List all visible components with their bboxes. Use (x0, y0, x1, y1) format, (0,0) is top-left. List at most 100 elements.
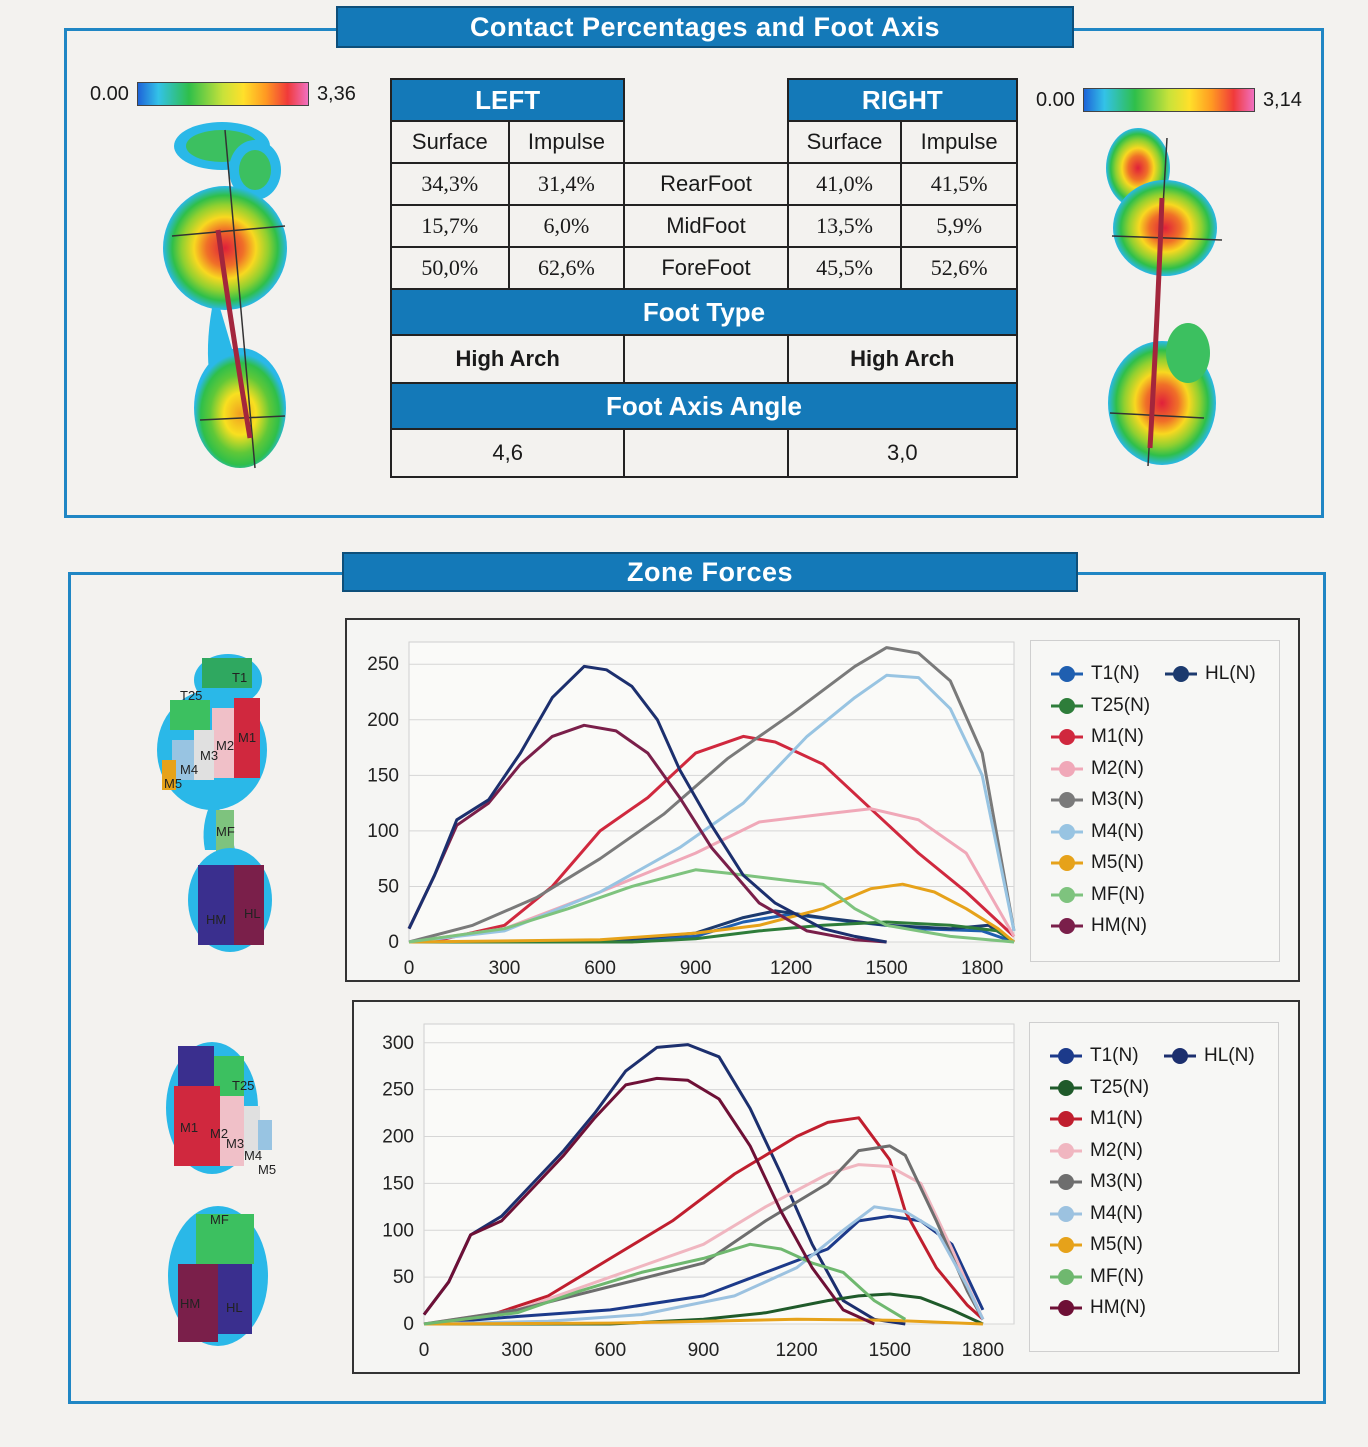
zone-label: M5 (164, 776, 182, 791)
legend-marker-icon (1050, 1205, 1082, 1222)
legend-marker-icon (1051, 855, 1083, 871)
blank (624, 121, 788, 164)
zone-label: T1 (232, 670, 247, 685)
left-scale-min: 0.00 (90, 82, 129, 105)
axis-angle-header: Foot Axis Angle (390, 382, 1018, 430)
axis-angle-left: 4,6 (389, 428, 626, 478)
zone-label: HL (244, 906, 261, 921)
right-pressure-scale: 0.00 3,14 (1036, 88, 1302, 112)
zone-label: HM (180, 1296, 200, 1311)
legend-item: T1(N) (1049, 663, 1140, 685)
legend-item: MF(N) (1048, 1266, 1144, 1288)
legend-label: T25(N) (1090, 1076, 1150, 1098)
series-hmn-line (422, 1076, 875, 1326)
zone-forces-chart-1: 0 50 100 150 200 250 0 300 600 900 1200 1500 1800 T1… (345, 618, 1300, 982)
midfoot-left-impulse: 6,0% (507, 204, 626, 248)
chart-1-plot: 0 50 100 150 200 250 0 300 600 900 1200 1500 1800 (367, 641, 1016, 979)
legend-marker-icon (1051, 729, 1083, 745)
series-m3n-line (408, 646, 1016, 944)
x-tick-label: 900 (680, 958, 712, 979)
legend-label: T25(N) (1091, 694, 1151, 716)
left-header: LEFT (389, 78, 626, 122)
series-m1n-line (408, 734, 1016, 944)
blank (624, 79, 787, 121)
zone-label: M4 (180, 762, 198, 777)
legend-label: HL(N) (1205, 663, 1256, 684)
x-tick-label: 1800 (962, 1340, 1004, 1361)
left-impulse-header: Impulse (507, 120, 626, 164)
series-unlabeled-line (407, 664, 887, 944)
legend-label: M1(N) (1090, 1108, 1143, 1129)
legend-marker-icon (1050, 1048, 1082, 1064)
y-tick-label: 150 (367, 765, 399, 786)
legend-marker-icon (1050, 1174, 1082, 1190)
forefoot-left-impulse: 62,6% (507, 246, 626, 290)
legend-item: T1(N) (1048, 1045, 1139, 1067)
legend-item: M2(N) (1049, 758, 1144, 780)
x-tick-label: 1200 (775, 1340, 817, 1361)
y-tick-label: 300 (382, 1033, 414, 1054)
legend-item: M3(N) (1048, 1171, 1143, 1193)
legend-item: MF(N) (1049, 884, 1145, 906)
left-pressure-scale: 0.00 3,36 (90, 82, 356, 106)
legend-marker-icon (1051, 886, 1083, 903)
chart-2-plot: 0 50 100 150 200 250 300 0 300 600 900 1200 1500 1800 (382, 1023, 1015, 1361)
y-tick-label: 0 (388, 932, 399, 953)
series-m3n-line (423, 1144, 985, 1326)
legend-item: HL(N) (1163, 663, 1256, 685)
legend-item: M5(N) (1048, 1234, 1143, 1256)
legend-label: HM(N) (1090, 1297, 1146, 1318)
zone-label: M5 (258, 1162, 276, 1177)
legend-marker-icon (1050, 1111, 1082, 1127)
right-scale-gradient (1082, 88, 1255, 112)
x-tick-label: 300 (501, 1340, 533, 1361)
zone-label: M3 (226, 1136, 244, 1151)
legend-label: M2(N) (1091, 757, 1144, 779)
y-tick-label: 150 (382, 1173, 414, 1194)
right-surface-header: Surface (786, 120, 903, 164)
y-tick-label: 50 (393, 1267, 414, 1288)
legend-item: M4(N) (1049, 821, 1144, 843)
legend-label: HL(N) (1204, 1045, 1255, 1066)
zone-label: M1 (238, 730, 256, 745)
legend-item: M2(N) (1048, 1140, 1143, 1162)
zone-label: M2 (216, 738, 234, 753)
legend-marker-icon (1051, 823, 1083, 840)
y-tick-label: 50 (378, 876, 399, 897)
legend-item: HM(N) (1049, 915, 1147, 937)
zone-forces-chart-2: 0 50 100 150 200 250 300 0 300 600 900 1200 1500 1800… (352, 1000, 1300, 1374)
zone-forces-title: Zone Forces (342, 552, 1078, 592)
y-tick-label: 250 (382, 1080, 414, 1101)
series-m5n-line (423, 1317, 983, 1326)
legend-label: T1(N) (1091, 663, 1140, 684)
forefoot-label: ForeFoot (623, 246, 789, 290)
x-tick-label: 600 (584, 958, 616, 979)
legend-label: T1(N) (1090, 1045, 1139, 1066)
plot-area (408, 641, 1015, 943)
zone-label: T25 (180, 688, 202, 703)
legend-item: M1(N) (1048, 1108, 1143, 1130)
x-tick-label: 0 (419, 1340, 430, 1361)
plot-area (423, 1023, 1015, 1325)
chart-1-legend: T1(N) HL(N) T25(N) M1(N) M2(N) M3(N) M4(N) M5(N… (1030, 640, 1280, 962)
right-impulse-header: Impulse (900, 120, 1018, 164)
zone-label: HM (206, 912, 226, 927)
chart-2-legend: T1(N) HL(N) T25(N) M1(N) M2(N) M3(N) M4(N) M5(N… (1029, 1022, 1279, 1352)
table-row: 34,3% 31,4% RearFoot 41,0% 41,5% (390, 162, 1018, 206)
left-scale-max: 3,36 (316, 82, 356, 105)
rearfoot-right-impulse: 41,5% (900, 162, 1018, 206)
zone-label: MF (216, 824, 235, 839)
legend-marker-icon (1051, 697, 1083, 714)
zone-label: T25 (232, 1078, 254, 1093)
legend-marker-icon (1050, 1142, 1082, 1159)
legend-marker-icon (1164, 1048, 1196, 1064)
right-zone-map: T25 M1 M2 M3 M4 M5 MF HM HL (166, 1042, 276, 1346)
legend-label: M2(N) (1090, 1139, 1143, 1161)
axis-angle-right: 3,0 (786, 428, 1019, 478)
foot-type-right: High Arch (786, 334, 1019, 384)
legend-label: MF(N) (1091, 883, 1145, 905)
legend-label: M4(N) (1090, 1202, 1143, 1224)
legend-item: M3(N) (1049, 789, 1144, 811)
series-m1n-line (423, 1116, 984, 1326)
legend-label: M3(N) (1090, 1171, 1143, 1192)
